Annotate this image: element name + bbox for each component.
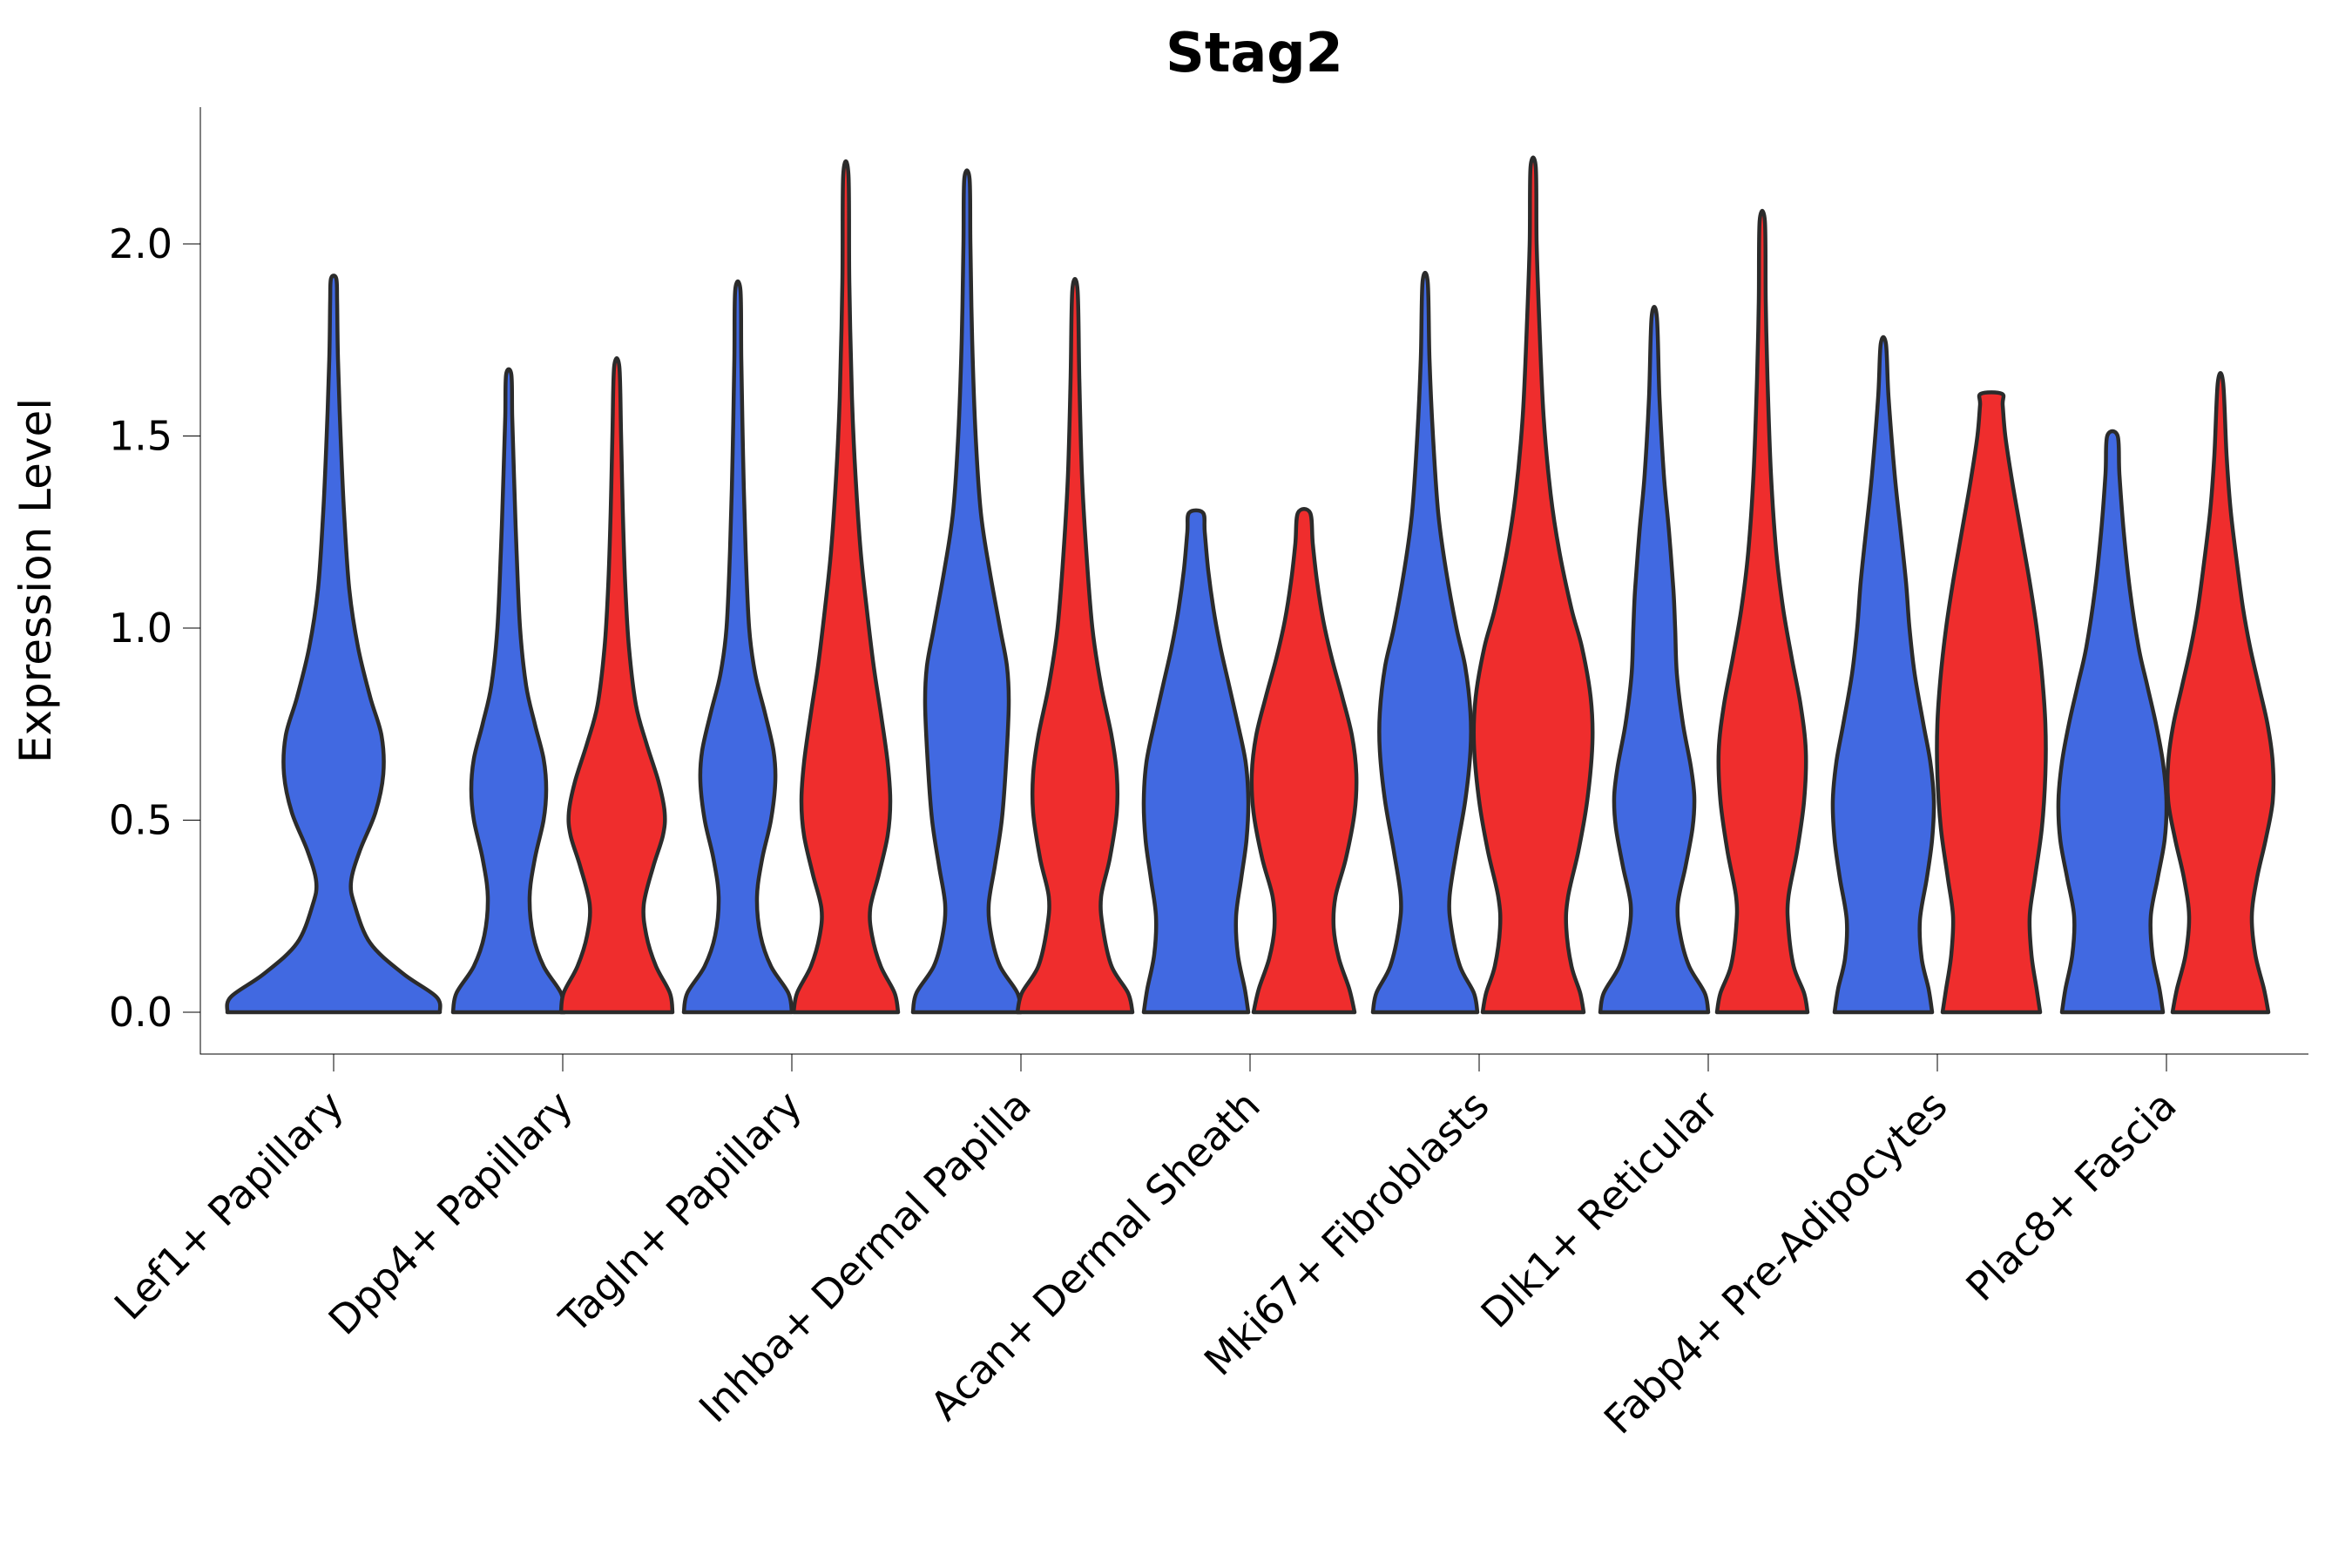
x-tick-label: Lef1+ Papillary: [105, 1082, 353, 1329]
violin-acan-dermal-sheath-blue: [1141, 508, 1251, 1015]
axes-spines: [199, 107, 2308, 1055]
chart-title: Stag2: [1166, 21, 1343, 84]
violin-dpp4-papillary-red: [558, 355, 675, 1015]
violin-dlk1-reticular-blue: [1598, 305, 1711, 1015]
x-tick-label: Plac8+ Fascia: [1957, 1082, 2185, 1310]
violin-inhba-dermal-papilla-red: [1015, 276, 1135, 1015]
y-tick-label: 2.0: [109, 220, 172, 267]
x-tick-label: Dpp4+ Papillary: [320, 1082, 582, 1344]
violin-lef1-papillary-blue: [225, 274, 443, 1015]
violin-fabp4-pre-adipocytes-red: [1935, 390, 2048, 1015]
y-tick-label: 1.0: [109, 605, 172, 652]
violin-mki67-fibroblasts-blue: [1370, 270, 1480, 1015]
violin-mki67-fibroblasts-red: [1471, 155, 1595, 1015]
y-tick-label: 0.5: [109, 797, 172, 844]
violin-plac8-fascia-red: [2165, 371, 2276, 1015]
y-tick-label: 0.0: [109, 989, 172, 1036]
violin-fabp4-pre-adipocytes-blue: [1830, 335, 1936, 1015]
y-tick-label: 1.5: [109, 413, 172, 460]
x-tick-label: Tagln+ Papillary: [550, 1082, 811, 1343]
violin-tagln-papillary-red: [791, 159, 901, 1015]
violin-inhba-dermal-papilla-blue: [910, 168, 1024, 1015]
violin-dlk1-reticular-red: [1714, 208, 1810, 1015]
violin-dpp4-papillary-blue: [450, 367, 567, 1015]
violin-tagln-papillary-blue: [681, 279, 794, 1015]
x-tick-label: Dlk1+ Reticular: [1472, 1082, 1727, 1337]
y-axis-label: Expression Level: [10, 398, 61, 763]
violin-plac8-fascia-blue: [2056, 429, 2169, 1015]
violin-acan-dermal-sheath-red: [1249, 507, 1359, 1015]
